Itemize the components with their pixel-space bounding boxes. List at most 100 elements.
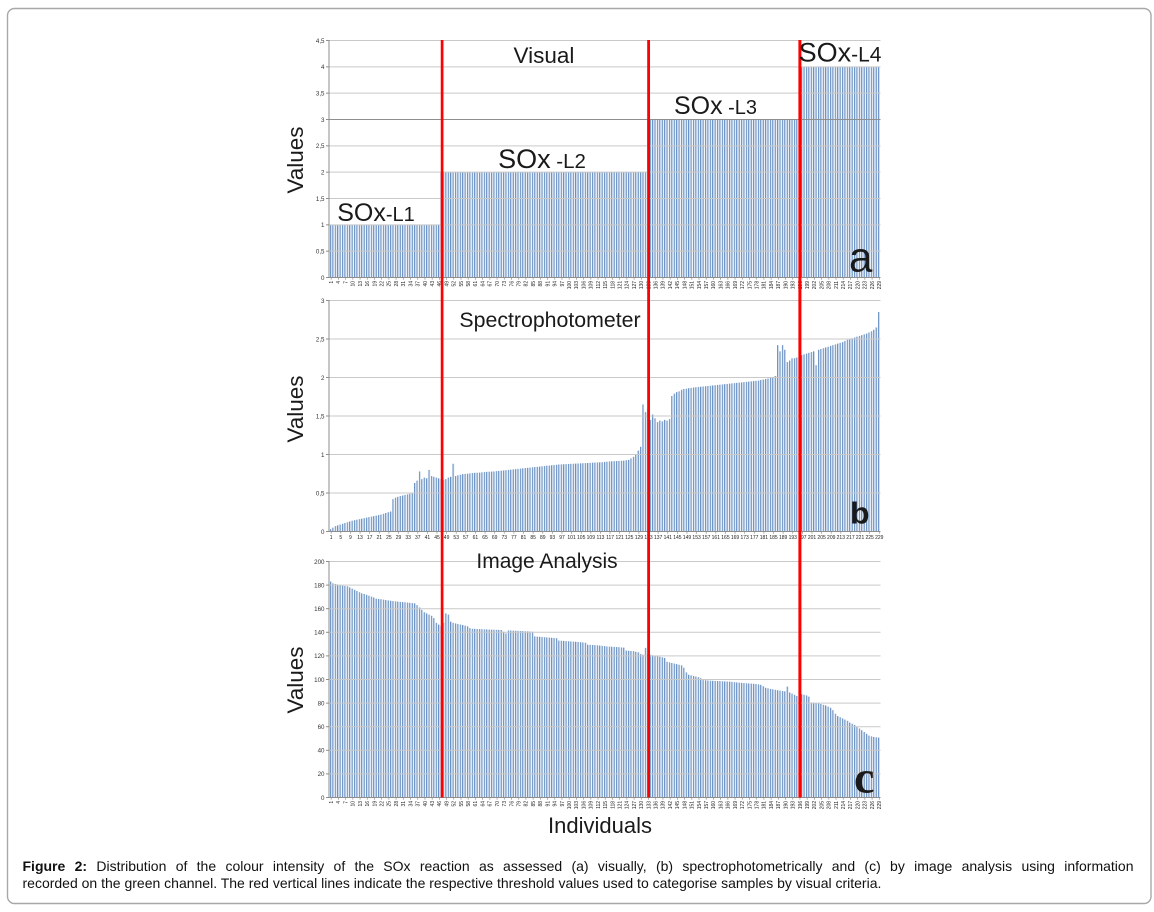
svg-text:223: 223 [863,281,869,290]
svg-text:79: 79 [517,801,523,807]
svg-text:2,5: 2,5 [316,336,325,343]
svg-text:61: 61 [473,801,479,807]
svg-text:208: 208 [827,281,833,290]
svg-text:199: 199 [805,801,811,810]
svg-text:1: 1 [329,801,335,804]
svg-text:225: 225 [866,535,875,541]
svg-text:201: 201 [808,535,817,541]
svg-text:4: 4 [321,64,325,71]
svg-text:166: 166 [726,281,732,290]
svg-text:67: 67 [488,281,494,287]
svg-text:19: 19 [372,801,378,807]
svg-text:a: a [849,233,873,280]
svg-text:22: 22 [379,281,385,287]
svg-text:34: 34 [408,281,414,287]
svg-text:153: 153 [692,535,701,541]
svg-text:1,5: 1,5 [316,196,325,203]
svg-text:Visual: Visual [514,43,575,68]
svg-text:93: 93 [550,535,556,541]
svg-text:79: 79 [517,281,523,287]
svg-text:100: 100 [567,801,573,810]
svg-text:16: 16 [365,801,371,807]
svg-text:190: 190 [783,281,789,290]
svg-text:202: 202 [812,281,818,290]
svg-text:178: 178 [755,281,761,290]
svg-text:181: 181 [762,801,768,810]
svg-text:31: 31 [401,281,407,287]
svg-text:13: 13 [358,281,364,287]
svg-text:Values: Values [283,126,308,193]
svg-text:97: 97 [560,801,566,807]
svg-text:28: 28 [394,281,400,287]
svg-text:25: 25 [387,281,393,287]
svg-text:10: 10 [351,281,357,287]
svg-text:7: 7 [343,281,349,284]
svg-text:181: 181 [760,535,769,541]
svg-text:2,5: 2,5 [316,143,325,150]
svg-text:73: 73 [502,281,508,287]
svg-text:185: 185 [769,535,778,541]
svg-text:140: 140 [314,630,325,637]
svg-text:0: 0 [321,795,325,802]
svg-text:4,5: 4,5 [316,38,325,45]
svg-text:85: 85 [531,281,537,287]
svg-text:180: 180 [314,582,325,589]
svg-text:139: 139 [661,281,667,290]
svg-text:1: 1 [330,535,333,541]
svg-text:17: 17 [367,535,373,541]
svg-text:205: 205 [819,801,825,810]
svg-text:4: 4 [336,281,342,284]
svg-text:58: 58 [466,281,472,287]
svg-text:76: 76 [509,281,515,287]
svg-text:200: 200 [314,559,325,566]
svg-text:91: 91 [545,281,551,287]
svg-text:187: 187 [776,281,782,290]
svg-text:88: 88 [538,801,544,807]
svg-text:136: 136 [654,801,660,810]
svg-text:46: 46 [437,801,443,807]
svg-text:109: 109 [589,801,595,810]
svg-text:214: 214 [841,801,847,810]
svg-text:173: 173 [741,535,750,541]
svg-text:112: 112 [596,801,602,809]
svg-text:20: 20 [318,771,325,778]
svg-text:169: 169 [733,801,739,810]
svg-text:175: 175 [747,801,753,810]
svg-text:SOx -L3: SOx -L3 [674,92,757,120]
svg-text:139: 139 [661,801,667,810]
svg-text:169: 169 [733,281,739,290]
svg-text:Image Analysis: Image Analysis [476,550,617,573]
svg-text:190: 190 [783,801,789,810]
svg-text:106: 106 [581,281,587,290]
svg-text:Spectrophotometer: Spectrophotometer [459,308,640,332]
svg-text:64: 64 [480,281,486,287]
svg-text:175: 175 [747,281,753,290]
svg-text:189: 189 [779,535,788,541]
svg-text:115: 115 [603,281,609,289]
svg-text:57: 57 [463,535,469,541]
svg-text:184: 184 [769,281,775,290]
svg-text:SOx-L4: SOx-L4 [799,38,882,68]
svg-text:130: 130 [639,801,645,810]
svg-text:89: 89 [540,535,546,541]
svg-text:91: 91 [545,801,551,807]
svg-text:52: 52 [452,801,458,807]
svg-text:193: 193 [791,281,797,290]
svg-text:Values: Values [283,646,308,713]
svg-text:127: 127 [632,801,638,810]
svg-text:0,5: 0,5 [316,248,325,255]
svg-text:103: 103 [574,801,580,810]
svg-text:101: 101 [567,535,576,541]
svg-text:136: 136 [654,281,660,290]
svg-text:Individuals: Individuals [548,813,652,838]
svg-text:109: 109 [587,535,596,541]
svg-text:115: 115 [603,801,609,809]
svg-text:77: 77 [511,535,517,541]
svg-text:160: 160 [711,281,717,290]
svg-text:37: 37 [416,281,422,287]
svg-text:69: 69 [492,535,498,541]
svg-text:33: 33 [405,535,411,541]
svg-text:160: 160 [314,606,325,613]
svg-text:4: 4 [336,801,342,804]
svg-text:223: 223 [863,801,869,810]
